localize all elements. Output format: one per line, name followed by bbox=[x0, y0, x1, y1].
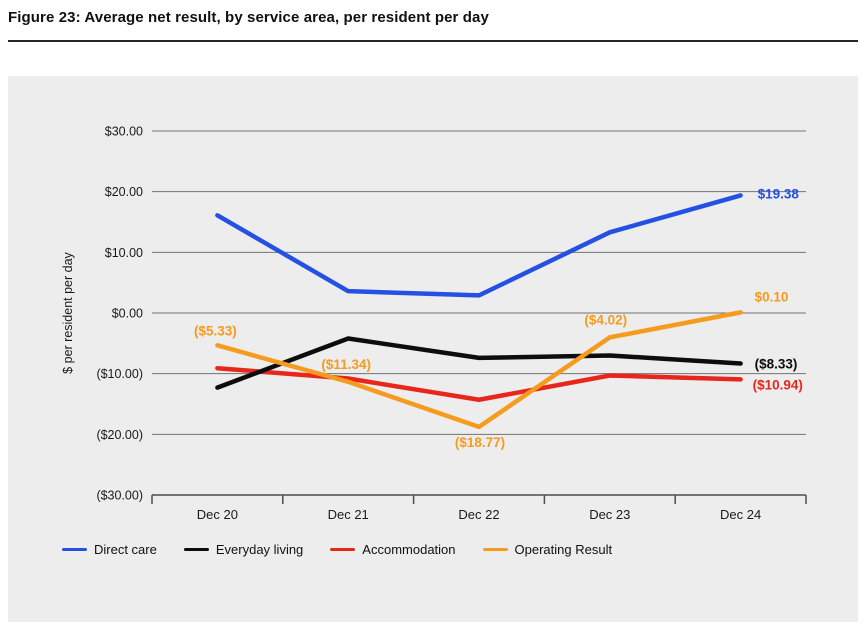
y-tick-label: $10.00 bbox=[105, 246, 143, 260]
legend-item-everyday-living: Everyday living bbox=[183, 542, 304, 557]
legend-item-direct-care: Direct care bbox=[62, 542, 157, 557]
data-label-operating-result-4: $0.10 bbox=[755, 289, 789, 304]
y-tick-label: ($30.00) bbox=[96, 489, 143, 503]
legend-line-swatch bbox=[62, 547, 87, 552]
data-label-operating-result-1: ($11.34) bbox=[321, 357, 371, 372]
x-tick-label: Dec 21 bbox=[328, 507, 369, 522]
data-label-accommodation-4: ($10.94) bbox=[753, 377, 803, 392]
series-line-direct-care bbox=[215, 193, 743, 298]
y-tick-label: $30.00 bbox=[105, 125, 143, 139]
data-label-operating-result-0: ($5.33) bbox=[194, 323, 237, 338]
legend-label: Accommodation bbox=[362, 542, 456, 557]
data-label-everyday-living-4: ($8.33) bbox=[755, 357, 798, 372]
y-tick-label: $20.00 bbox=[105, 185, 143, 199]
legend-item-accommodation: Accommodation bbox=[330, 542, 456, 557]
legend-line-swatch bbox=[482, 547, 508, 552]
data-label-direct-care-4: $19.38 bbox=[758, 186, 800, 201]
data-label-operating-result-3: ($4.02) bbox=[584, 312, 627, 327]
legend-label: Everyday living bbox=[215, 542, 304, 557]
legend-item-operating-result: Operating Result bbox=[482, 542, 613, 557]
x-tick-label: Dec 23 bbox=[589, 507, 630, 522]
x-tick-label: Dec 22 bbox=[458, 507, 499, 522]
legend-line-swatch bbox=[183, 547, 209, 552]
x-tick-label: Dec 24 bbox=[720, 507, 761, 522]
chart-legend: Direct care Everyday living Accommodation O… bbox=[62, 542, 612, 557]
data-label-operating-result-2: ($18.77) bbox=[455, 435, 505, 450]
legend-line-swatch bbox=[330, 547, 356, 552]
y-tick-label: ($10.00) bbox=[96, 367, 143, 381]
chart-panel: $30.00 $20.00 $10.00 $0.00 ($10.00) ($20.00) (… bbox=[8, 76, 858, 622]
y-tick-label: ($20.00) bbox=[96, 428, 143, 442]
series-line-operating-result bbox=[215, 310, 743, 430]
series-line-accommodation bbox=[215, 365, 743, 403]
series-line-everyday-living bbox=[215, 336, 743, 390]
title-divider bbox=[8, 40, 858, 42]
legend-label: Operating Result bbox=[514, 542, 613, 557]
x-tick-label: Dec 20 bbox=[197, 507, 238, 522]
y-axis-title: $ per resident per day bbox=[61, 251, 75, 373]
figure-title: Figure 23: Average net result, by servic… bbox=[8, 9, 489, 26]
y-tick-label: $0.00 bbox=[112, 307, 143, 321]
line-chart: $30.00 $20.00 $10.00 $0.00 ($10.00) ($20.00) (… bbox=[61, 125, 807, 522]
legend-label: Direct care bbox=[94, 542, 157, 557]
